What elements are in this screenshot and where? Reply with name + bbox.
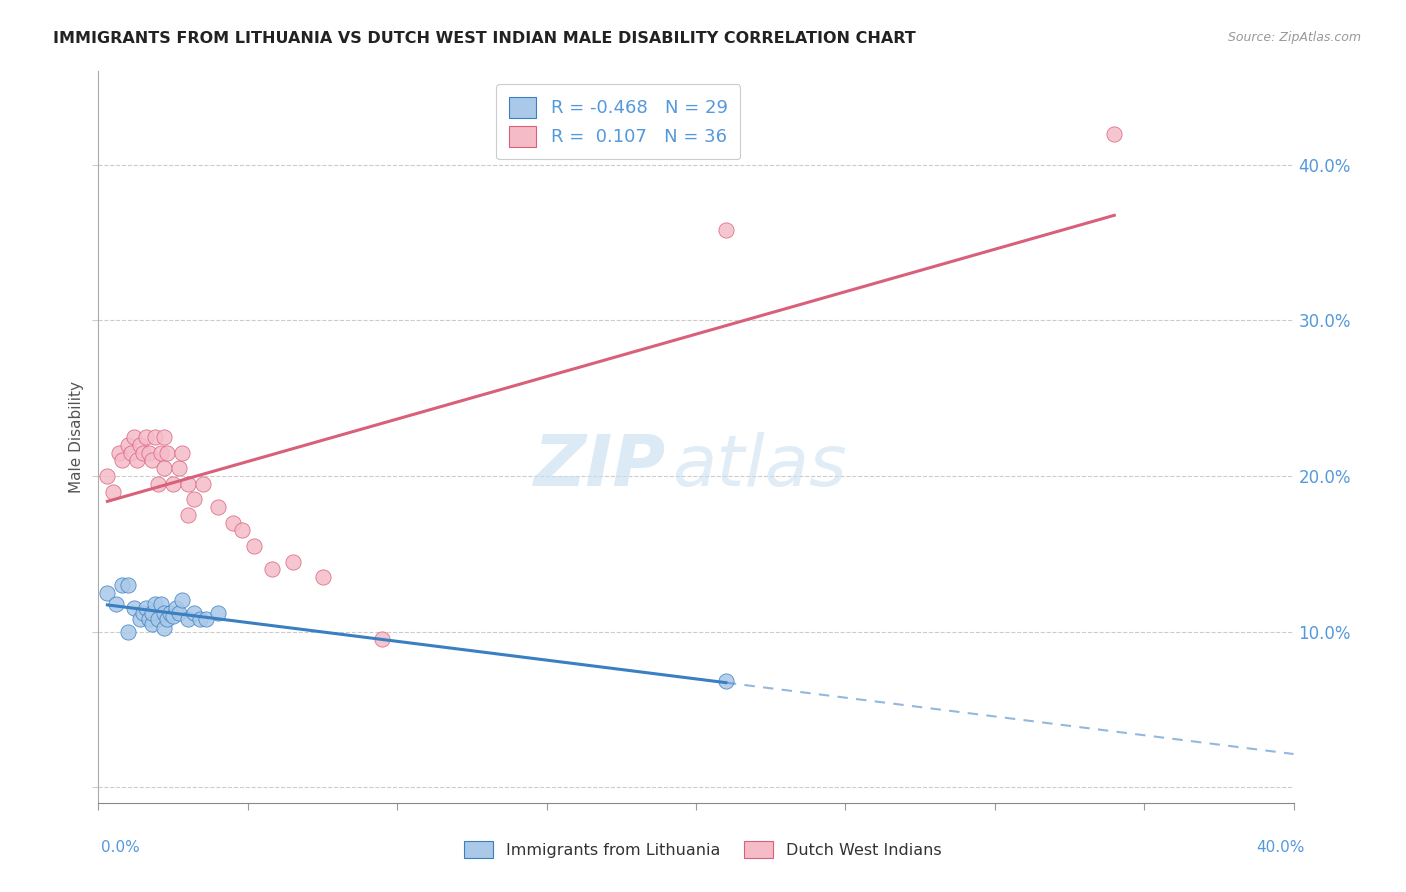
- Point: [148, 476, 170, 491]
- Point: [714, 223, 737, 237]
- Text: atlas: atlas: [672, 432, 846, 500]
- Point: [143, 597, 166, 611]
- Point: [183, 606, 205, 620]
- Point: [111, 578, 134, 592]
- Point: [156, 445, 179, 459]
- Point: [172, 593, 194, 607]
- Point: [141, 616, 163, 631]
- Point: [117, 578, 139, 592]
- Point: [243, 539, 266, 553]
- Text: Source: ZipAtlas.com: Source: ZipAtlas.com: [1227, 31, 1361, 45]
- Point: [129, 438, 152, 452]
- Point: [162, 609, 184, 624]
- Point: [148, 612, 170, 626]
- Point: [103, 484, 125, 499]
- Point: [207, 500, 229, 515]
- Point: [714, 674, 737, 689]
- Point: [124, 601, 146, 615]
- Point: [111, 453, 134, 467]
- Legend: R = -0.468   N = 29, R =  0.107   N = 36: R = -0.468 N = 29, R = 0.107 N = 36: [496, 84, 740, 159]
- Point: [150, 597, 173, 611]
- Point: [153, 430, 176, 444]
- Point: [191, 476, 214, 491]
- Point: [260, 562, 283, 576]
- Point: [167, 461, 190, 475]
- Point: [141, 606, 163, 620]
- Point: [129, 612, 152, 626]
- Point: [153, 622, 176, 636]
- Point: [281, 555, 304, 569]
- Text: ZIP: ZIP: [534, 432, 666, 500]
- Point: [159, 606, 181, 620]
- Point: [311, 570, 333, 584]
- Point: [141, 453, 163, 467]
- Point: [150, 445, 173, 459]
- Point: [132, 606, 155, 620]
- Point: [138, 445, 160, 459]
- Point: [165, 601, 187, 615]
- Point: [195, 612, 218, 626]
- Point: [231, 524, 253, 538]
- Point: [108, 445, 131, 459]
- Point: [96, 585, 118, 599]
- Point: [222, 516, 245, 530]
- Point: [1104, 127, 1126, 141]
- Point: [127, 453, 149, 467]
- Point: [177, 508, 200, 522]
- Point: [156, 612, 179, 626]
- Point: [162, 476, 184, 491]
- Point: [167, 606, 190, 620]
- Point: [105, 597, 128, 611]
- Point: [124, 430, 146, 444]
- Text: IMMIGRANTS FROM LITHUANIA VS DUTCH WEST INDIAN MALE DISABILITY CORRELATION CHART: IMMIGRANTS FROM LITHUANIA VS DUTCH WEST …: [53, 31, 917, 46]
- Point: [143, 430, 166, 444]
- Point: [132, 445, 155, 459]
- Point: [135, 601, 157, 615]
- Point: [120, 445, 142, 459]
- Point: [117, 438, 139, 452]
- Text: 40.0%: 40.0%: [1257, 840, 1305, 855]
- Point: [207, 606, 229, 620]
- Point: [96, 469, 118, 483]
- Point: [117, 624, 139, 639]
- Point: [188, 612, 211, 626]
- Point: [153, 606, 176, 620]
- Point: [371, 632, 394, 647]
- Point: [138, 612, 160, 626]
- Y-axis label: Male Disability: Male Disability: [69, 381, 84, 493]
- Text: 0.0%: 0.0%: [101, 840, 141, 855]
- Point: [177, 612, 200, 626]
- Point: [172, 445, 194, 459]
- Point: [153, 461, 176, 475]
- Point: [183, 492, 205, 507]
- Point: [177, 476, 200, 491]
- Legend: Immigrants from Lithuania, Dutch West Indians: Immigrants from Lithuania, Dutch West In…: [458, 834, 948, 864]
- Point: [135, 430, 157, 444]
